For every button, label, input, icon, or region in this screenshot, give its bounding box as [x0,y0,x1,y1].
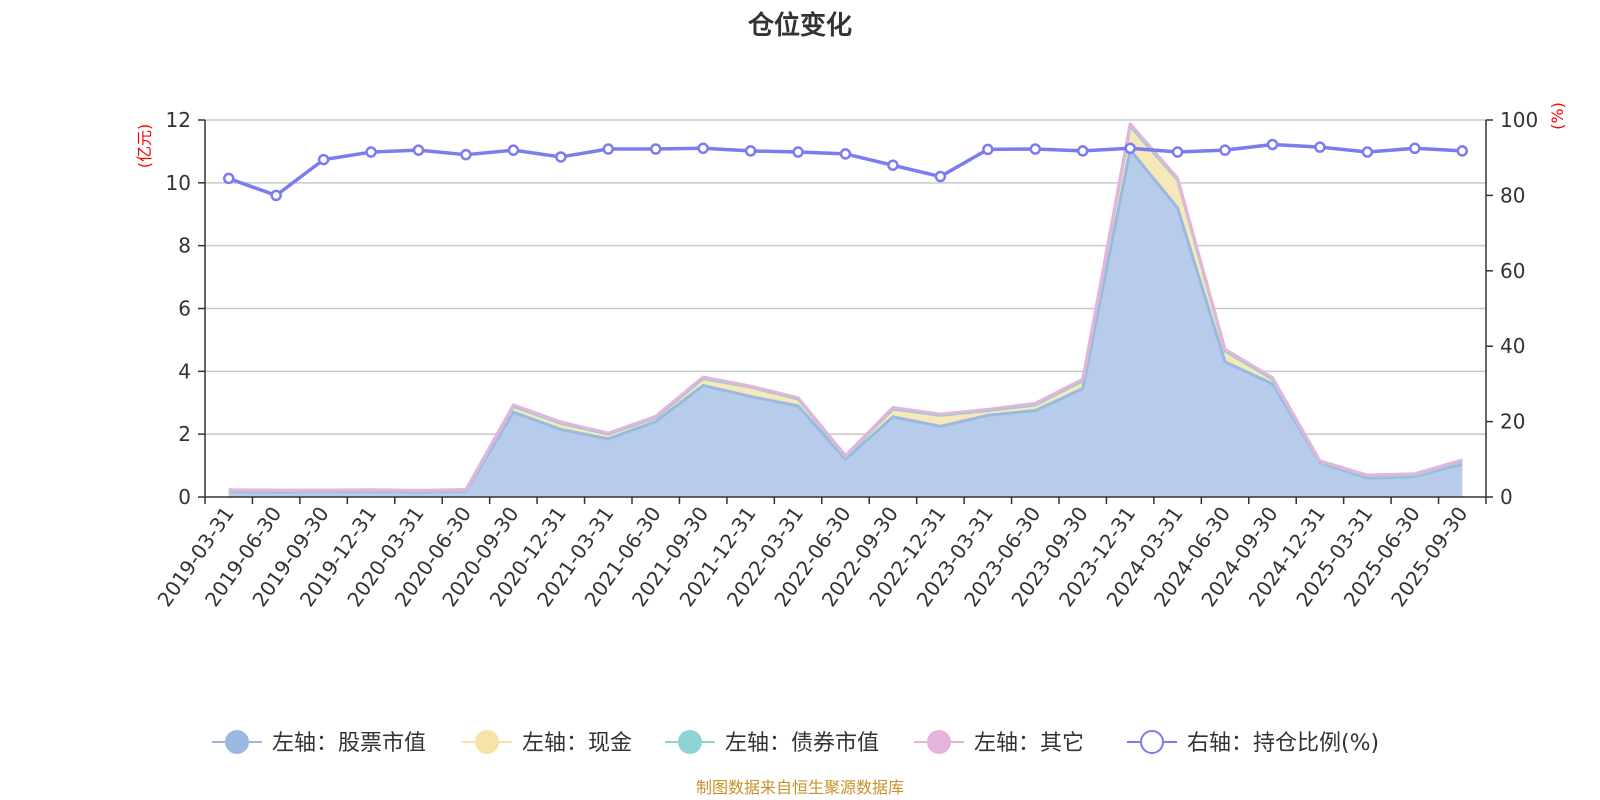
legend-item-1[interactable]: 左轴：现金 [462,730,632,756]
ratio-point [1314,141,1326,153]
data-source-note: 制图数据来自恒生聚源数据库 [696,778,904,797]
legend-item-2[interactable]: 左轴：债券市值 [665,730,879,756]
right-axis-tick-label: 20 [1500,410,1525,434]
ratio-point [1171,146,1184,158]
left-axis-tick-label: 4 [178,359,191,383]
right-axis-unit: (%) [1548,102,1567,130]
right-axis-tick-label: 40 [1500,334,1525,358]
ratio-point [744,145,757,157]
legend-label: 左轴：股票市值 [272,731,426,756]
ratio-point [412,144,425,156]
left-axis-unit: (亿元) [135,124,154,169]
left-axis-tick-label: 12 [166,108,191,132]
right-axis-tick-label: 80 [1500,183,1525,207]
legend-marker [475,730,499,754]
left-axis-tick-label: 8 [178,234,191,258]
ratio-point [792,146,804,158]
ratio-point [1456,145,1469,157]
area-series-0 [228,149,1463,498]
legend-item-4[interactable]: 右轴：持仓比例(%) [1127,730,1379,756]
holding-ratio-line [222,138,1469,202]
ratio-point [602,143,615,155]
ratio-point [507,144,520,156]
ratio-point [1361,146,1374,158]
legend-marker [225,730,249,754]
ratio-point [270,189,282,202]
legend-label: 左轴：其它 [974,731,1084,756]
legend-item-3[interactable]: 左轴：其它 [914,730,1084,756]
right-axis-tick-label: 100 [1500,108,1538,132]
ratio-point [982,143,994,156]
area-line-series-3 [228,122,1463,492]
ratio-point [697,142,709,155]
ratio-point [1076,145,1089,157]
gridlines [205,119,1486,435]
ratio-point [1029,143,1042,155]
legend-marker [927,730,951,754]
legend-label: 左轴：现金 [522,731,632,756]
legend[interactable]: 左轴：股票市值 左轴：现金 左轴：债券市值 左轴：其它 右轴：持仓比例(%) [212,730,1379,756]
ratio-point [365,146,377,158]
ratio-point [317,153,330,166]
ratio-point [1266,138,1279,151]
ratio-point [839,148,852,160]
legend-label: 右轴：持仓比例(%) [1187,731,1379,756]
left-axis-tick-label: 6 [178,297,191,321]
legend-marker [678,730,702,754]
right-axis-tick-label: 60 [1500,259,1525,283]
ratio-point [934,170,947,183]
ratio-point [460,148,472,161]
ratio-point [1124,142,1136,155]
stacked-areas [228,122,1463,498]
ratio-point [1409,142,1421,155]
left-axis-tick-label: 0 [178,485,191,509]
ratio-point [222,172,235,185]
left-axis-tick-label: 10 [166,171,191,195]
left-axis-tick-label: 2 [178,422,191,446]
ratio-point [555,151,567,163]
ratio-point [649,143,662,155]
legend-label: 左轴：债券市值 [725,731,879,756]
ratio-point [887,159,899,171]
ratio-point [1219,144,1231,156]
legend-marker [1140,730,1164,754]
right-axis-tick-label: 0 [1500,485,1513,509]
chart-title: 仓位变化 [747,10,852,41]
legend-item-0[interactable]: 左轴：股票市值 [212,730,426,756]
